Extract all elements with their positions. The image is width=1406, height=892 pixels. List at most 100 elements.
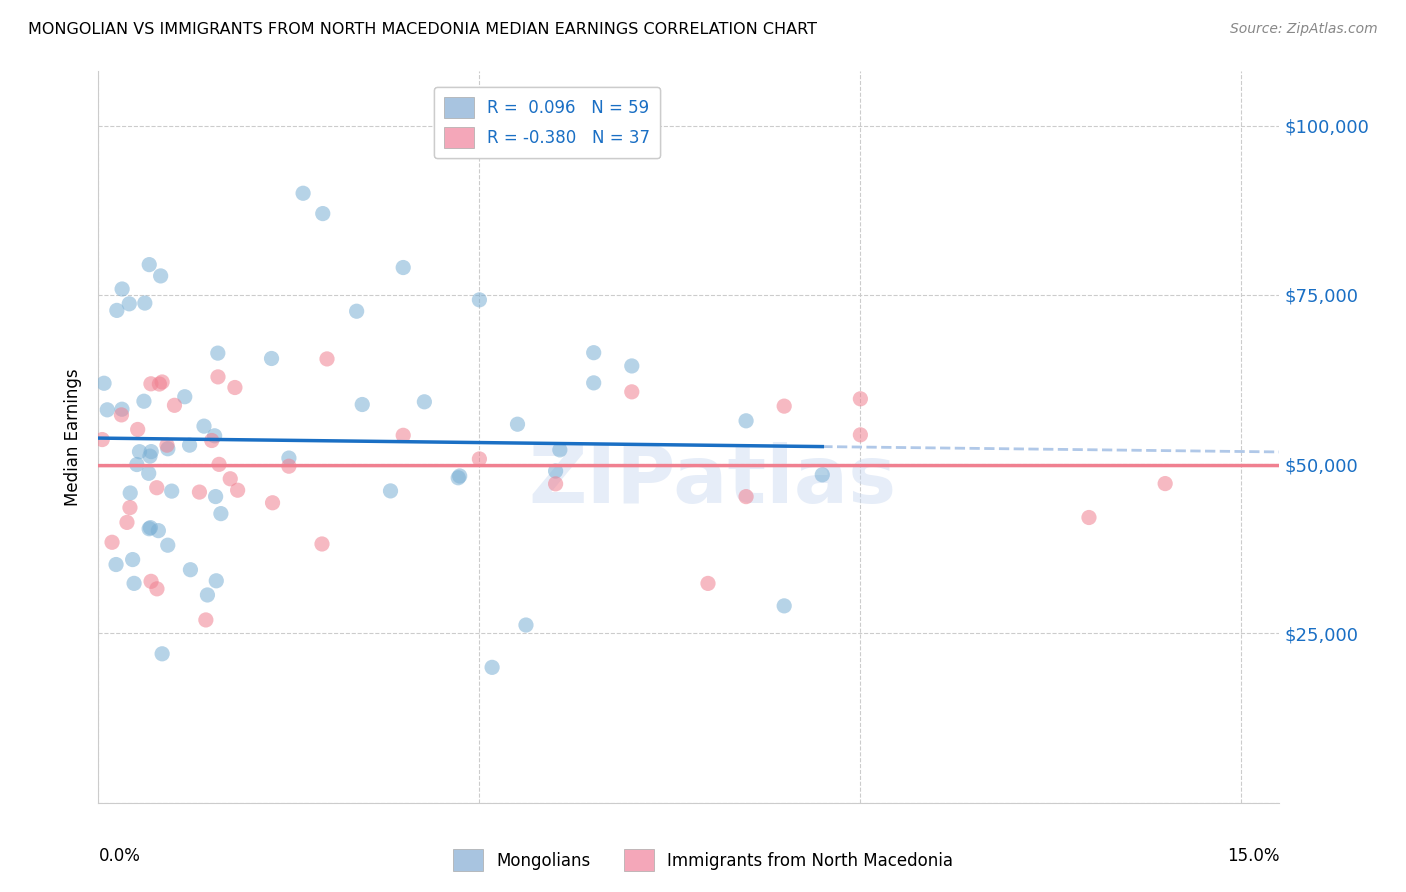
Point [697,576,720,591]
Point [138,522,160,536]
Point [138,467,160,481]
Point [515,618,537,632]
Point [1154,476,1177,491]
Text: ZIPatlas: ZIPatlas [529,442,897,520]
Point [204,490,226,504]
Point [101,535,124,549]
Text: MONGOLIAN VS IMMIGRANTS FROM NORTH MACEDONIA MEDIAN EARNINGS CORRELATION CHART: MONGOLIAN VS IMMIGRANTS FROM NORTH MACED… [28,22,817,37]
Point [849,392,872,406]
Point [311,537,333,551]
Point [849,427,872,442]
Point [277,459,299,474]
Point [468,451,491,466]
Point [620,384,643,399]
Point [312,206,335,220]
Point [125,458,148,472]
Point [346,304,368,318]
Point [146,582,169,596]
Point [132,394,155,409]
Point [120,486,142,500]
Point [179,563,201,577]
Point [150,375,173,389]
Point [134,296,156,310]
Point [468,293,491,307]
Point [544,476,567,491]
Point [148,524,170,538]
Point [262,496,284,510]
Point [449,469,471,483]
Point [292,186,315,201]
Point [548,442,571,457]
Point [392,260,415,275]
Point [156,438,179,452]
Point [219,472,242,486]
Point [207,370,229,384]
Text: Source: ZipAtlas.com: Source: ZipAtlas.com [1230,22,1378,37]
Point [150,647,173,661]
Point [811,467,834,482]
Point [735,490,758,504]
Point [111,282,134,296]
Point [105,303,128,318]
Point [179,438,201,452]
Point [93,376,115,391]
Point [110,408,132,422]
Point [188,485,211,500]
Point [194,613,217,627]
Point [773,399,796,413]
Point [392,428,415,442]
Point [121,552,143,566]
Point [224,380,246,394]
Y-axis label: Median Earnings: Median Earnings [65,368,83,506]
Point [277,451,299,466]
Point [582,376,605,390]
Text: 0.0%: 0.0% [98,847,141,864]
Point [209,507,232,521]
Point [735,414,758,428]
Point [173,390,195,404]
Point [506,417,529,432]
Point [352,397,374,411]
Point [208,458,231,472]
Point [127,422,149,436]
Point [193,419,215,434]
Point [139,376,162,391]
Point [163,398,186,412]
Point [447,471,470,485]
Point [197,588,219,602]
Point [118,500,141,515]
Point [481,660,503,674]
Point [148,377,170,392]
Point [122,576,145,591]
Point [149,268,172,283]
Point [141,444,163,458]
Point [773,599,796,613]
Point [146,481,169,495]
Point [226,483,249,498]
Point [1078,510,1101,524]
Legend: R =  0.096   N = 59, R = -0.380   N = 37: R = 0.096 N = 59, R = -0.380 N = 37 [434,87,661,158]
Point [139,574,162,589]
Point [111,402,134,417]
Point [96,402,118,417]
Point [128,444,150,458]
Point [118,297,141,311]
Point [620,359,643,373]
Point [160,484,183,499]
Text: 15.0%: 15.0% [1227,847,1279,864]
Point [582,345,605,359]
Point [139,521,162,535]
Point [138,258,160,272]
Point [316,351,339,366]
Point [544,464,567,478]
Point [156,538,179,552]
Point [91,433,114,447]
Point [205,574,228,588]
Point [201,434,224,448]
Legend: Mongolians, Immigrants from North Macedonia: Mongolians, Immigrants from North Macedo… [444,841,962,880]
Point [260,351,283,366]
Point [413,394,436,409]
Point [105,558,128,572]
Point [115,516,138,530]
Point [380,483,402,498]
